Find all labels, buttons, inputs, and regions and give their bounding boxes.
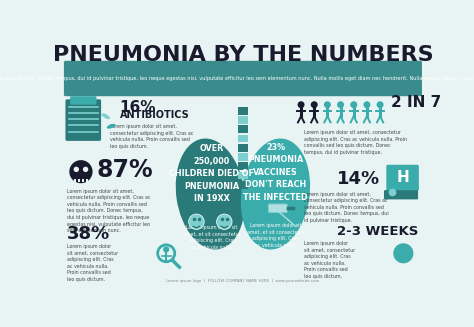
Circle shape xyxy=(298,101,304,108)
FancyBboxPatch shape xyxy=(237,172,248,180)
Text: Lorem ipsum dolor sit amet,
consectetur adipiscing elit. Cras ac
vehicula nulla.: Lorem ipsum dolor sit amet, consectetur … xyxy=(110,124,194,149)
Circle shape xyxy=(337,101,344,108)
FancyBboxPatch shape xyxy=(64,61,422,96)
Text: 2 IN 7: 2 IN 7 xyxy=(391,95,441,110)
Circle shape xyxy=(350,101,357,108)
Circle shape xyxy=(364,101,370,108)
Ellipse shape xyxy=(107,124,116,129)
Circle shape xyxy=(83,167,88,172)
Circle shape xyxy=(324,101,331,108)
FancyBboxPatch shape xyxy=(237,135,248,143)
Ellipse shape xyxy=(241,139,310,250)
FancyBboxPatch shape xyxy=(74,180,76,182)
Circle shape xyxy=(389,189,396,196)
FancyBboxPatch shape xyxy=(82,180,84,182)
Circle shape xyxy=(163,246,169,252)
FancyBboxPatch shape xyxy=(237,126,248,133)
FancyBboxPatch shape xyxy=(237,153,248,161)
FancyBboxPatch shape xyxy=(70,96,96,105)
Text: 23%
PNEUMONIA
VACCINES
DON'T REACH
THE INFECTED: 23% PNEUMONIA VACCINES DON'T REACH THE I… xyxy=(243,143,308,202)
Text: OVER
250,000
CHILDREN DIED OF
PNEUMONIA
IN 19XX: OVER 250,000 CHILDREN DIED OF PNEUMONIA … xyxy=(170,145,255,203)
FancyBboxPatch shape xyxy=(86,180,88,182)
Text: 2-3 WEEKS: 2-3 WEEKS xyxy=(337,225,418,238)
Text: Lorem ipsum dolor sit
amet, et sit consectetur
adipiscing elit. Cras
ac vehicula: Lorem ipsum dolor sit amet, et sit conse… xyxy=(246,223,304,248)
Text: Lorem ipsum dolor sit amet,
consectetur adipiscing elit. Cras ac
vehicula nulla.: Lorem ipsum dolor sit amet, consectetur … xyxy=(67,189,151,233)
Text: Lorem ipsum dolor sit amet, consectetur adipiscing elit. Cras ac vehicula nulla.: Lorem ipsum dolor sit amet, consectetur … xyxy=(0,76,474,81)
Text: Lorem ipsum dolor
sit amet, consectetur
adipiscing elit. Cras
ac vehicula nulla.: Lorem ipsum dolor sit amet, consectetur … xyxy=(304,241,356,279)
Circle shape xyxy=(393,243,413,263)
Text: H: H xyxy=(396,170,409,185)
Ellipse shape xyxy=(101,113,110,119)
Circle shape xyxy=(311,101,318,108)
Circle shape xyxy=(73,167,79,172)
FancyBboxPatch shape xyxy=(237,116,248,124)
FancyBboxPatch shape xyxy=(65,99,101,141)
Text: 87%: 87% xyxy=(96,158,153,182)
Ellipse shape xyxy=(176,139,245,250)
Text: PNEUMONIA BY THE NUMBERS: PNEUMONIA BY THE NUMBERS xyxy=(53,45,433,65)
Text: Lorem ipsum dolor sit amet, consectetur
adipiscing elit. Cras ac vehicula nulla.: Lorem ipsum dolor sit amet, consectetur … xyxy=(304,130,407,155)
Text: Lorem ipsum dolor sit
amet, et sit consectetur
adipiscing elit. Cras
ac vehicula: Lorem ipsum dolor sit amet, et sit conse… xyxy=(183,225,241,250)
Circle shape xyxy=(377,101,383,108)
FancyBboxPatch shape xyxy=(386,165,419,191)
Text: Lorem ipsum dolor
sit amet, consectetur
adipiscing elit. Cras
ac vehicula nulla.: Lorem ipsum dolor sit amet, consectetur … xyxy=(67,244,118,282)
FancyBboxPatch shape xyxy=(384,190,418,199)
Circle shape xyxy=(217,214,232,230)
FancyBboxPatch shape xyxy=(237,144,248,152)
FancyBboxPatch shape xyxy=(78,180,80,182)
FancyBboxPatch shape xyxy=(268,204,287,213)
Circle shape xyxy=(69,160,92,183)
Text: 38%: 38% xyxy=(67,225,110,243)
FancyBboxPatch shape xyxy=(237,163,248,170)
FancyBboxPatch shape xyxy=(237,181,248,189)
Text: 14%: 14% xyxy=(337,170,380,188)
Circle shape xyxy=(189,214,204,230)
FancyBboxPatch shape xyxy=(237,107,248,115)
Text: Lorem ipsum dolor sit amet,
consectetur adipiscing elit. Cras ac
vehicula nulla.: Lorem ipsum dolor sit amet, consectetur … xyxy=(304,192,389,223)
Text: Lorem ipsum logo  |  FOLLOW COMPANY NAME HERE  |  www.yourwebsite.com: Lorem ipsum logo | FOLLOW COMPANY NAME H… xyxy=(166,279,319,283)
Text: ANTIBIOTICS: ANTIBIOTICS xyxy=(120,111,190,120)
Text: 16%: 16% xyxy=(120,99,156,114)
